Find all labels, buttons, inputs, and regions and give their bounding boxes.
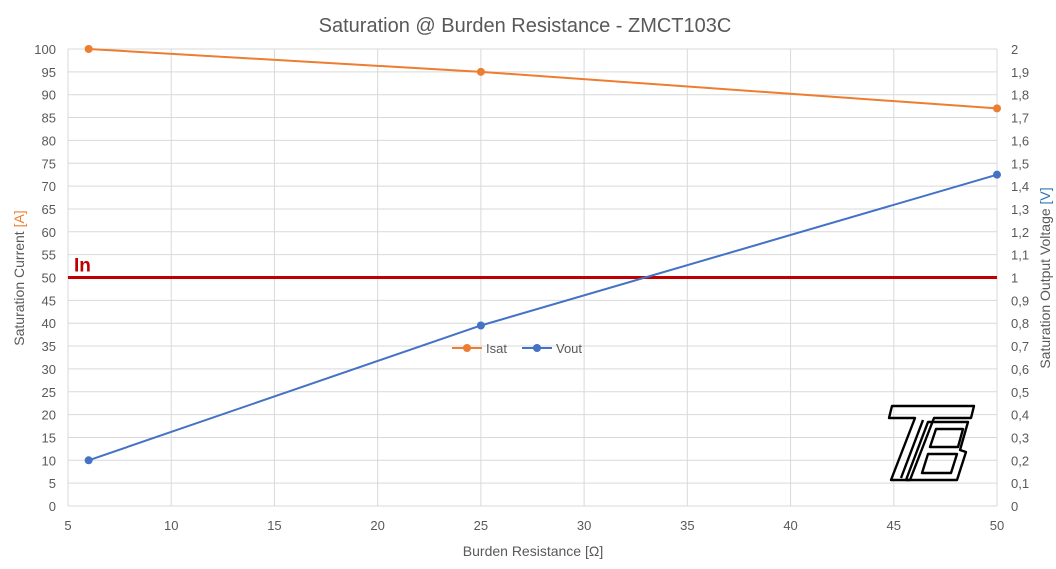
y-tick-label-7: 35 (42, 339, 56, 354)
y-tick-label-19: 95 (42, 65, 56, 80)
x-tick-label-1: 10 (164, 518, 178, 533)
y2-tick-label-2: 0,2 (1011, 453, 1029, 468)
y2-tick-label-6: 0,6 (1011, 362, 1029, 377)
y2-tick-label-11: 1,1 (1011, 248, 1029, 263)
y-tick-label-10: 50 (42, 271, 56, 286)
x-tick-label-7: 40 (783, 518, 797, 533)
y-tick-label-18: 90 (42, 88, 56, 103)
logo-t-inner-stroke (899, 419, 925, 479)
data-point-isat-0 (84, 45, 93, 53)
y2-tick-label-5: 0,5 (1011, 385, 1029, 400)
legend-label-vout: Vout (556, 341, 582, 356)
y2-tick-label-4: 0,4 (1011, 408, 1029, 423)
x-axis-title: Burden Resistance [Ω] (463, 543, 603, 559)
x-tick-label-8: 45 (887, 518, 901, 533)
y2-axis-title-text: Saturation Output Voltage (1037, 204, 1053, 368)
y-tick-label-16: 80 (42, 133, 56, 148)
y-axis-title-text: Saturation Current (11, 227, 27, 345)
y2-tick-label-17: 1,7 (1011, 111, 1029, 126)
y-tick-label-13: 65 (42, 202, 56, 217)
y2-tick-label-9: 0,9 (1011, 293, 1029, 308)
x-tick-label-6: 35 (680, 518, 694, 533)
y-tick-label-9: 45 (42, 293, 56, 308)
x-tick-label-0: 5 (64, 518, 71, 533)
legend: Isat Vout (452, 341, 582, 356)
y2-tick-label-1: 0,1 (1011, 476, 1029, 491)
data-point-isat-2 (993, 104, 1001, 113)
y2-tick-label-14: 1,4 (1011, 179, 1029, 194)
x-axis-ticks: 5 10 15 20 25 30 35 40 45 50 (64, 518, 1004, 533)
logo-b-shape (904, 420, 970, 482)
chart-title: Saturation @ Burden Resistance - ZMCT103… (319, 15, 732, 37)
y2-axis-title-unit: [V] (1037, 187, 1053, 204)
y-tick-label-3: 15 (42, 430, 56, 445)
y-tick-label-11: 55 (42, 248, 56, 263)
y-tick-label-2: 10 (42, 453, 56, 468)
y-tick-label-6: 30 (42, 362, 56, 377)
data-point-vout-2 (993, 170, 1001, 179)
y-tick-label-0: 0 (49, 499, 56, 514)
y2-tick-label-20: 2 (1011, 42, 1018, 57)
x-tick-label-9: 50 (990, 518, 1004, 533)
reference-line-label: In (74, 256, 91, 277)
series-line-isat (88, 48, 998, 110)
reference-line-group: In (68, 256, 997, 279)
y2-tick-label-3: 0,3 (1011, 430, 1029, 445)
x-tick-label-4: 25 (474, 518, 488, 533)
x-tick-label-2: 15 (267, 518, 281, 533)
tb-logo (887, 404, 976, 482)
y2-tick-label-8: 0,8 (1011, 316, 1029, 331)
y-tick-label-12: 60 (42, 225, 56, 240)
y2-tick-label-19: 1,9 (1011, 65, 1029, 80)
y2-tick-label-15: 1,5 (1011, 156, 1029, 171)
y2-tick-label-10: 1 (1011, 271, 1018, 286)
data-point-isat-1 (476, 67, 485, 76)
x-tick-label-3: 20 (370, 518, 384, 533)
y-tick-label-4: 20 (42, 408, 56, 423)
y-axis-title-unit: [A] (11, 210, 27, 227)
y2-tick-label-16: 1,6 (1011, 133, 1029, 148)
y2-tick-label-18: 1,8 (1011, 88, 1029, 103)
legend-label-isat: Isat (486, 341, 507, 356)
legend-marker-vout (533, 344, 541, 352)
y-tick-label-15: 75 (42, 156, 56, 171)
legend-marker-isat (463, 344, 471, 352)
y-tick-label-17: 85 (42, 111, 56, 126)
y-tick-label-14: 70 (42, 179, 56, 194)
y2-axis-ticks: 0 0,1 0,2 0,3 0,4 0,5 0,6 0,7 0,8 0,9 1 1,1 1,2 1,3 1,… (1011, 42, 1029, 514)
y-tick-label-5: 25 (42, 385, 56, 400)
y2-tick-label-7: 0,7 (1011, 339, 1029, 354)
y2-tick-label-12: 1,2 (1011, 225, 1029, 240)
series-layer (84, 45, 1001, 465)
y-tick-label-20: 100 (34, 42, 56, 57)
y2-tick-label-0: 0 (1011, 499, 1018, 514)
y-tick-label-8: 40 (42, 316, 56, 331)
y2-axis-title: Saturation Output Voltage [V] (1037, 187, 1053, 368)
data-point-vout-0 (84, 456, 93, 465)
data-point-vout-1 (476, 321, 485, 330)
x-tick-label-5: 30 (577, 518, 591, 533)
y-axis-title: Saturation Current [A] (11, 210, 27, 345)
y2-tick-label-13: 1,3 (1011, 202, 1029, 217)
y-axis-ticks: 0 5 10 15 20 25 30 35 40 45 50 55 60 65 70 75 80 85 90 95 10… (34, 42, 56, 514)
series-line-vout (88, 173, 998, 462)
y-tick-label-1: 5 (49, 476, 56, 491)
